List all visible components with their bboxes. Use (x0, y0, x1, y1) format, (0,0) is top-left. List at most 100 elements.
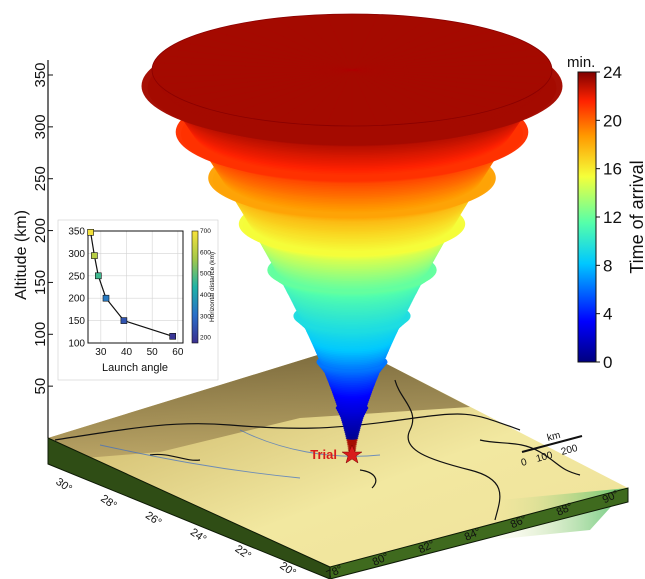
altitude-tick-label: 150 (32, 270, 49, 295)
arrival-colorbar-ticks: 0 4 8 12 16 20 24 (596, 63, 622, 372)
latitude-tick-label: 28° (98, 493, 119, 512)
inset-points (87, 229, 176, 340)
inset-y-tick-label: 300 (68, 249, 85, 260)
cone-hatch-line (351, 30, 494, 71)
inset-point (102, 294, 110, 302)
scale-bar-label-200: 200 (560, 443, 579, 458)
inset-point (95, 272, 102, 280)
inset-x-tick-label: 40 (121, 347, 133, 358)
altitude-tick-label: 100 (32, 322, 49, 347)
cone-hatch-line (351, 18, 429, 71)
terrain-block (47, 345, 629, 579)
inset-x-tick-label: 50 (147, 347, 159, 358)
cone-hatch-line (351, 69, 551, 78)
inset-point (120, 317, 128, 324)
inset-colorbar-gradient (191, 230, 199, 344)
terrain-side-right (329, 487, 629, 579)
cone-hatch-line (300, 15, 353, 71)
altitude-tick-label: 50 (32, 378, 49, 395)
inset-colorbar-tick-label: 300 (200, 313, 211, 320)
cone-hatch-line (351, 55, 546, 71)
altitude-axis-label: Altitude (km) (13, 210, 30, 300)
longitude-tick-label: 78° (325, 563, 345, 579)
arrival-time-cone (141, 13, 563, 454)
cone-hatch-line (153, 62, 353, 71)
cone-hatch-line (153, 69, 353, 78)
trial-label: Trial (310, 447, 337, 462)
terrain-side-left (47, 437, 331, 579)
latitude-tick-label: 30° (53, 476, 74, 495)
cone-hatch-line (325, 69, 353, 126)
cone-hatch-line (351, 21, 453, 71)
cone-hatch-line (210, 30, 353, 71)
cone-hatch-line (275, 69, 353, 122)
cone-hatch-line (178, 41, 353, 71)
altitude-tick-label: 250 (32, 166, 49, 191)
cone-hatch-line (351, 41, 526, 71)
arrival-colorbar: min. 0 4 8 12 16 20 24 Time of arrival (567, 54, 645, 372)
scale-bar-unit: km (546, 430, 562, 444)
inset-colorbar-tick-label: 600 (200, 249, 211, 256)
inset-point (91, 252, 98, 259)
inset-chart: 100 150 200 250 300 350 30 40 50 60 Launch angle… (57, 219, 219, 381)
cone-hatch-line (351, 14, 379, 71)
cone-hatch-line (351, 48, 537, 71)
inset-y-ticks: 100 150 200 250 300 350 (68, 227, 85, 350)
cone-hatch-line (300, 69, 353, 125)
altitude-tick-label: 350 (32, 62, 49, 87)
scale-bar: km 0 100 200 (520, 430, 583, 469)
cone-hatch-line (158, 69, 353, 85)
inset-series-line (90, 232, 173, 337)
cone-hatch-line (193, 35, 353, 71)
cone-hatch-line (275, 18, 353, 71)
trial-marker: Trial (310, 444, 363, 464)
borders (54, 379, 581, 521)
cone-hatch-line (351, 69, 494, 110)
inset-plot-frame (87, 230, 184, 344)
rivers (99, 429, 381, 479)
latitude-tick-label: 24° (188, 526, 209, 545)
cone-hatch-line (230, 69, 353, 115)
cone-hatch-line (351, 35, 511, 71)
arrival-colorbar-tick-label: 24 (603, 63, 622, 82)
cone-hatch-line (351, 15, 404, 71)
cone-hatch-line (178, 69, 353, 99)
inset-x-ticks: 30 40 50 60 (95, 347, 184, 358)
cone-hatch-line (230, 25, 353, 71)
arrival-colorbar-label: Time of arrival (627, 160, 645, 273)
scale-bar-label-0: 0 (520, 457, 529, 469)
trial-star-icon (341, 444, 363, 464)
cone-hatch-line (193, 69, 353, 105)
inset-x-tick-label: 60 (172, 347, 184, 358)
cone-hatch-line (158, 55, 353, 71)
arrival-colorbar-tick-label: 4 (603, 305, 612, 324)
arrival-colorbar-tick-label: 8 (603, 256, 612, 275)
scale-bar-label-100: 100 (535, 450, 554, 465)
arrival-colorbar-gradient (577, 71, 597, 363)
cone-hatch-line (351, 69, 453, 119)
cone-hatch-line (351, 69, 526, 99)
cone-hatch-line (351, 69, 429, 122)
cone-hatch-line (351, 69, 379, 126)
cone-hatch-line (167, 69, 353, 92)
arrival-colorbar-tick-label: 20 (603, 111, 622, 130)
altitude-ticks: 50 100 150 200 250 300 350 (32, 62, 53, 394)
inset-y-tick-label: 100 (68, 339, 85, 350)
cone-hatch-line (325, 14, 353, 71)
latitude-tick-label: 26° (143, 509, 164, 528)
arrival-colorbar-tick-label: 12 (603, 208, 622, 227)
inset-colorbar-tick-label: 200 (200, 335, 211, 342)
inset-point (87, 229, 94, 236)
cone-hatch-line (251, 21, 353, 71)
cone-hatch-line (167, 48, 353, 71)
inset-colorbar-tick-label: 500 (200, 271, 211, 278)
cone-hatch-line (351, 69, 546, 85)
inset-colorbar-tick-label: 400 (200, 292, 211, 299)
cone-hatch-line (351, 25, 474, 71)
inset-x-label: Launch angle (102, 362, 168, 374)
cone-hatch-line (210, 69, 353, 110)
cone-hatch-line (351, 69, 474, 115)
altitude-tick-label: 300 (32, 114, 49, 139)
cone-hatch-line (351, 69, 537, 92)
